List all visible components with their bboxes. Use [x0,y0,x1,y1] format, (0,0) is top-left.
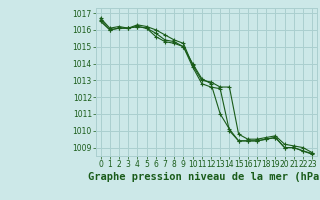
X-axis label: Graphe pression niveau de la mer (hPa): Graphe pression niveau de la mer (hPa) [88,172,320,182]
